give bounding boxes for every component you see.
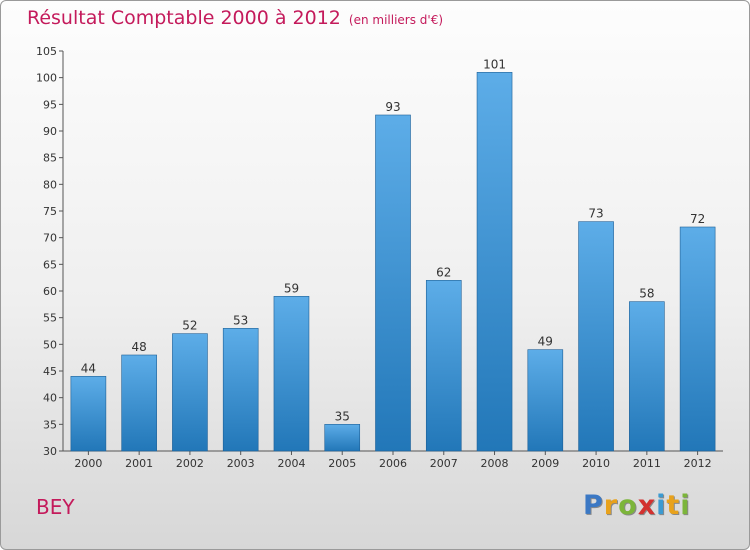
bar-2007 [425, 280, 462, 452]
proxiti-logo: Proxiti [583, 490, 691, 521]
x-tick-label-2000: 2000 [74, 457, 102, 470]
y-tick-label: 45 [43, 365, 57, 378]
y-tick-label: 105 [36, 45, 57, 58]
data-label-2001: 48 [132, 340, 147, 354]
bar-2003 [222, 328, 259, 452]
chart-subtitle: (en milliers d'€) [348, 13, 444, 27]
bar-2008 [476, 72, 513, 452]
data-label-2008: 101 [483, 57, 506, 71]
x-tick-label-2009: 2009 [531, 457, 559, 470]
y-tick-label: 65 [43, 258, 57, 271]
data-label-2006: 93 [385, 100, 400, 114]
x-tick-label-2003: 2003 [227, 457, 255, 470]
bar-2001 [121, 354, 157, 452]
logo-letter: o [618, 490, 638, 521]
y-tick-label: 60 [43, 285, 57, 298]
bar-2004 [273, 296, 310, 452]
x-tick-label-2001: 2001 [125, 457, 153, 470]
logo-letter: r [603, 490, 619, 521]
y-tick-label: 70 [43, 232, 57, 245]
x-tick-label-2006: 2006 [379, 457, 407, 470]
data-label-2002: 52 [182, 319, 197, 333]
y-tick-label: 50 [43, 338, 57, 351]
bar-2000 [70, 376, 107, 452]
bar-2002 [172, 333, 208, 452]
data-label-2004: 59 [284, 281, 299, 295]
data-label-2012: 72 [690, 212, 705, 226]
y-tick-label: 80 [43, 178, 57, 191]
x-tick-label-2008: 2008 [481, 457, 509, 470]
y-tick-label: 75 [43, 205, 57, 218]
x-tick-label-2010: 2010 [582, 457, 610, 470]
bar-2010 [578, 221, 614, 452]
y-tick-label: 85 [43, 152, 57, 165]
x-tick-label-2005: 2005 [328, 457, 356, 470]
chart-title: Résultat Comptable 2000 à 2012 (en millie… [27, 7, 443, 29]
logo-letter: P [583, 490, 604, 521]
bar-2005 [324, 424, 361, 452]
logo-letter: i [656, 490, 667, 521]
y-tick-label: 40 [43, 392, 57, 405]
bar-2009 [527, 349, 564, 452]
data-label-2009: 49 [538, 335, 553, 349]
data-label-2005: 35 [335, 409, 350, 423]
bar-2012 [679, 226, 716, 452]
x-tick-label-2011: 2011 [633, 457, 661, 470]
y-tick-label: 90 [43, 125, 57, 138]
x-tick-label-2007: 2007 [430, 457, 458, 470]
chart-title-main: Résultat Comptable 2000 à 2012 [27, 7, 341, 29]
logo-letter: t [666, 490, 681, 521]
commune-name: BEY [36, 495, 75, 519]
y-tick-label: 55 [43, 312, 57, 325]
data-label-2010: 73 [588, 207, 603, 221]
logo-letter: i [680, 490, 691, 521]
chart-bars: 44 48 52 53 59 35 93 62 101 49 73 58 72 [70, 57, 716, 452]
y-tick-label: 100 [36, 72, 57, 85]
data-label-2011: 58 [639, 287, 654, 301]
logo-letter: x [637, 490, 657, 521]
y-tick-label: 35 [43, 418, 57, 431]
data-label-2007: 62 [436, 265, 451, 279]
x-tick-label-2002: 2002 [176, 457, 204, 470]
y-tick-label: 95 [43, 98, 57, 111]
data-label-2000: 44 [81, 361, 96, 375]
data-label-2003: 53 [233, 313, 248, 327]
x-tick-label-2012: 2012 [684, 457, 712, 470]
bar-2006 [375, 114, 411, 452]
y-tick-label: 30 [43, 445, 57, 458]
x-tick-label-2004: 2004 [277, 457, 305, 470]
bar-2011 [629, 301, 665, 452]
